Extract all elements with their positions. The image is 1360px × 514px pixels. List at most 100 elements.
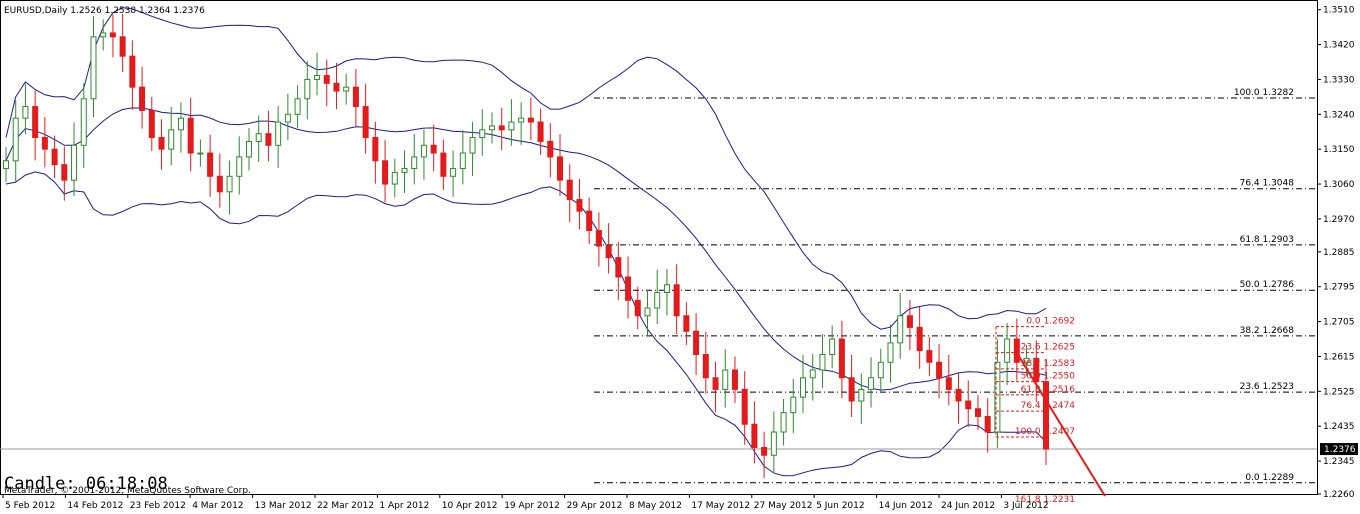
- y-tick-label: 1.2525: [1323, 387, 1355, 397]
- candle-bear: [712, 377, 719, 390]
- candle-bull: [868, 377, 875, 390]
- y-tick-label: 1.3510: [1323, 6, 1355, 16]
- candle-bear: [848, 377, 855, 402]
- candle-bear: [576, 199, 583, 212]
- candle-bull: [819, 354, 826, 371]
- x-tick-label: 27 May 2012: [754, 501, 813, 511]
- x-tick-label: 13 Mar 2012: [255, 501, 312, 511]
- x-tick-label: 10 Apr 2012: [442, 501, 498, 511]
- y-tick-label: 1.2795: [1323, 283, 1355, 293]
- candle-bear: [362, 106, 369, 139]
- candle-bull: [411, 156, 418, 170]
- candle-bear: [32, 106, 39, 139]
- fib-secondary-label: 50.0 1.2550: [1021, 372, 1076, 382]
- fib-primary-label: 0.0 1.2289: [1245, 473, 1294, 483]
- candle-bull: [800, 377, 807, 398]
- y-tick-label: 1.3060: [1323, 180, 1355, 190]
- trend-line: [1015, 351, 1106, 497]
- candle-bear: [430, 144, 437, 154]
- y-tick-label: 1.3420: [1323, 41, 1355, 51]
- y-tick-label: 1.2970: [1323, 215, 1355, 225]
- fibonacci-secondary-layer: 0.0 1.2692 23.6 1.2625 38.2 1.2583 50.0 1.2…: [995, 317, 1106, 505]
- candle-bull: [1023, 357, 1030, 363]
- candle-bull: [897, 315, 904, 344]
- candle-bear: [586, 210, 593, 232]
- y-tick-label: 1.2705: [1323, 318, 1355, 328]
- candle-bear: [906, 315, 913, 328]
- y-tick-label: 1.2885: [1323, 248, 1355, 258]
- candle-bull: [90, 36, 97, 100]
- fib-secondary-label: 76.4 1.2474: [1021, 401, 1076, 411]
- candle-bear: [595, 230, 602, 247]
- candle-bear: [615, 257, 622, 278]
- candle-bull: [22, 106, 29, 119]
- fib-primary-label: 23.6 1.2523: [1240, 382, 1294, 392]
- time-axis: 5 Feb 2012 14 Feb 2012 23 Feb 2012 4 Mar 20…: [2, 494, 1049, 511]
- candle-bear: [440, 152, 447, 177]
- candle-bull: [508, 121, 515, 131]
- y-tick-label: 1.2435: [1323, 422, 1355, 432]
- candle-bull: [479, 129, 486, 139]
- candle-bear: [333, 82, 340, 92]
- x-tick-label: 22 Mar 2012: [317, 501, 374, 511]
- candle-bear: [702, 354, 709, 379]
- candle-bear: [731, 369, 738, 390]
- candle-bull: [790, 396, 797, 414]
- candle-bear: [187, 117, 194, 154]
- band-upper: [5, 7, 1047, 330]
- x-tick-label: 1 Apr 2012: [379, 501, 429, 511]
- candle-bear: [761, 447, 768, 456]
- x-tick-label: 5 Jun 2012: [816, 501, 864, 511]
- current-price-box: [1320, 443, 1358, 456]
- y-tick-label: 1.3240: [1323, 110, 1355, 120]
- candle-bull: [226, 175, 233, 193]
- candle-bull: [654, 292, 661, 309]
- candle-bear: [51, 148, 58, 166]
- candle-bear: [527, 117, 534, 123]
- current-price-tag: 1.2376: [1320, 443, 1358, 456]
- candle-bull: [1004, 338, 1011, 363]
- candle-bear: [945, 377, 952, 390]
- candle-bear: [119, 36, 126, 57]
- candle-bear: [498, 125, 505, 131]
- candle-bull: [829, 338, 836, 356]
- fib-primary-label: 38.2 1.2668: [1240, 326, 1295, 336]
- x-tick-label: 23 Feb 2012: [130, 501, 186, 511]
- plot-frame: [0, 0, 1318, 495]
- y-tick-label: 1.3150: [1323, 145, 1355, 155]
- candle-bull: [770, 431, 777, 456]
- candle-bear: [634, 299, 641, 317]
- candle-bull: [877, 361, 884, 379]
- fib-secondary-label: 23.6 1.2625: [1021, 343, 1075, 353]
- fib-primary-label: 100.0 1.3282: [1234, 88, 1294, 98]
- candle-bear: [148, 109, 155, 139]
- candle-bear: [965, 400, 972, 410]
- candle-bear: [751, 423, 758, 449]
- fib-secondary-label: 61.8 1.2516: [1021, 385, 1076, 395]
- candle-bear: [537, 121, 544, 142]
- candle-bear: [683, 315, 690, 332]
- candle-bull: [284, 113, 291, 123]
- candle-bull: [12, 117, 19, 162]
- candle-bull: [245, 140, 252, 158]
- candle-bear: [382, 160, 389, 185]
- y-tick-label: 1.2345: [1323, 457, 1355, 467]
- candle-bull: [518, 117, 525, 123]
- fib-secondary-label: 38.2 1.2583: [1021, 359, 1075, 369]
- candle-bull: [780, 412, 787, 433]
- candle-bear: [109, 32, 116, 38]
- current-price-label: 1.2376: [1324, 445, 1356, 455]
- candle-bull: [644, 307, 651, 317]
- candle-bear: [741, 388, 748, 425]
- candle-bull: [469, 137, 476, 154]
- candle-bear: [1013, 338, 1020, 363]
- x-tick-label: 4 Mar 2012: [192, 501, 243, 511]
- candle-bull: [197, 152, 204, 155]
- fib-primary-label: 50.0 1.2786: [1240, 280, 1295, 290]
- y-tick-label: 1.2615: [1323, 352, 1355, 362]
- candle-bear: [139, 86, 146, 111]
- candle-bear: [1043, 381, 1049, 450]
